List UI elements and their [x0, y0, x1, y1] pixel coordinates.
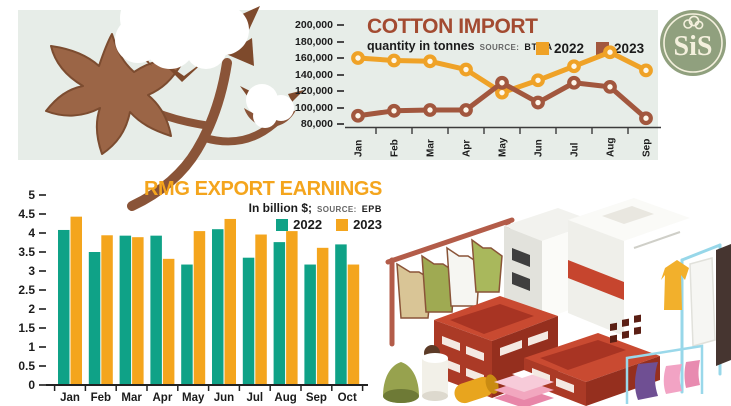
y-tick-mark — [39, 365, 46, 367]
logo-text: SiS — [674, 31, 713, 62]
cotton-chart-legend: 2022 2023 — [536, 41, 644, 56]
y-tick-mark — [39, 251, 46, 253]
legend-swatch-2023 — [336, 218, 349, 231]
x-tick-label: Feb — [91, 392, 111, 404]
y-tick-mark — [337, 40, 344, 43]
y-tick-label: 5 — [28, 188, 35, 202]
legend-item-2022: 2022 — [536, 41, 584, 56]
legend-item-2023: 2023 — [336, 217, 382, 232]
cotton-y-axis: 200,000 180,000 160,000 140,000 120,000 100,0… — [284, 10, 344, 162]
x-tick-label: Jun — [214, 392, 234, 404]
y-tick-label: 160,000 — [295, 52, 333, 64]
x-tick-label: Mar — [426, 139, 437, 157]
y-tick-mark — [39, 270, 46, 272]
y-tick-label: 200,000 — [295, 19, 333, 31]
y-tick-mark — [337, 57, 344, 59]
x-tick-label: Mar — [121, 392, 142, 404]
y-tick-mark — [337, 90, 344, 92]
y-tick-label: 2.5 — [18, 283, 35, 297]
y-tick-label: 3.5 — [18, 245, 35, 259]
legend-item-2023: 2023 — [596, 41, 644, 56]
x-tick-label: Feb — [390, 139, 401, 157]
y-tick-label: 4.5 — [18, 207, 35, 221]
sis-cotton-logo-icon: SiS — [660, 10, 726, 76]
y-tick-mark — [39, 289, 46, 291]
y-tick-mark — [337, 73, 344, 76]
x-tick-label: Jan — [354, 140, 365, 157]
rmg-chart-header: RMG EXPORT EARNINGS In billion $; SOURCE… — [138, 178, 382, 232]
y-tick-mark — [337, 106, 344, 109]
y-tick-label: 2 — [28, 302, 35, 316]
rmg-chart-title: RMG EXPORT EARNINGS — [144, 178, 382, 200]
cotton-import-plot: Jan Feb Mar Apr May Jun Jul Aug Sep — [345, 45, 661, 157]
y-tick-mark — [39, 232, 46, 234]
legend-item-2022: 2022 — [276, 217, 322, 232]
x-tick-label: Aug — [606, 138, 617, 157]
y-tick-mark — [337, 123, 344, 125]
x-tick-label: Jun — [534, 139, 545, 157]
rmg-export-plot: Jan Feb Mar Apr May Jun Jul Aug Sep Oct — [46, 216, 368, 404]
y-tick-label: 0.5 — [18, 359, 35, 373]
y-tick-mark — [39, 194, 46, 196]
rmg-chart-subtitle: In billion $; — [248, 200, 312, 215]
rmg-chart-legend: 2022 2023 — [138, 217, 382, 232]
y-tick-label: 80,000 — [300, 118, 333, 130]
x-tick-label: Aug — [274, 392, 296, 404]
x-tick-label: Jul — [246, 392, 263, 404]
garments-and-containers-illustration-icon — [383, 198, 731, 406]
y-tick-label: 180,000 — [295, 35, 333, 48]
x-tick-label: Sep — [642, 139, 653, 157]
y-tick-mark — [39, 308, 46, 310]
y-tick-mark — [39, 346, 46, 348]
y-tick-mark — [337, 24, 344, 26]
y-tick-label: 140,000 — [295, 68, 333, 81]
y-tick-mark — [39, 384, 46, 386]
x-tick-label: Jan — [60, 392, 80, 404]
y-tick-mark — [39, 327, 46, 329]
cotton-plant-illustration-icon — [45, 0, 304, 211]
y-tick-label: 1.5 — [18, 321, 35, 335]
y-tick-label: 3 — [28, 264, 35, 278]
y-tick-mark — [39, 213, 46, 215]
x-tick-label: Apr — [462, 140, 473, 157]
x-tick-label: Oct — [338, 392, 357, 404]
legend-swatch-2022 — [536, 42, 549, 55]
rmg-source-label: SOURCE: — [316, 204, 357, 214]
x-tick-label: Sep — [306, 392, 327, 404]
y-tick-label: 100,000 — [295, 101, 333, 114]
legend-swatch-2022 — [276, 218, 289, 231]
x-tick-label: May — [498, 137, 509, 157]
x-tick-label: Jul — [570, 142, 581, 157]
rmg-source-value: EPB — [361, 203, 382, 214]
y-tick-label: 120,000 — [295, 85, 333, 97]
x-tick-label: Apr — [152, 392, 172, 404]
x-tick-label: May — [182, 392, 205, 404]
cotton-source-label: SOURCE: — [479, 43, 520, 53]
rmg-y-axis: 5 4.5 4 3.5 3 2.5 2 1.5 1 0.5 0 — [2, 178, 46, 400]
y-tick-label: 1 — [28, 340, 35, 354]
y-tick-label: 0 — [28, 378, 35, 392]
y-tick-label: 4 — [28, 226, 35, 240]
cotton-chart-title: COTTON IMPORT — [367, 15, 538, 38]
cotton-chart-subtitle: quantity in tonnes — [367, 39, 475, 54]
